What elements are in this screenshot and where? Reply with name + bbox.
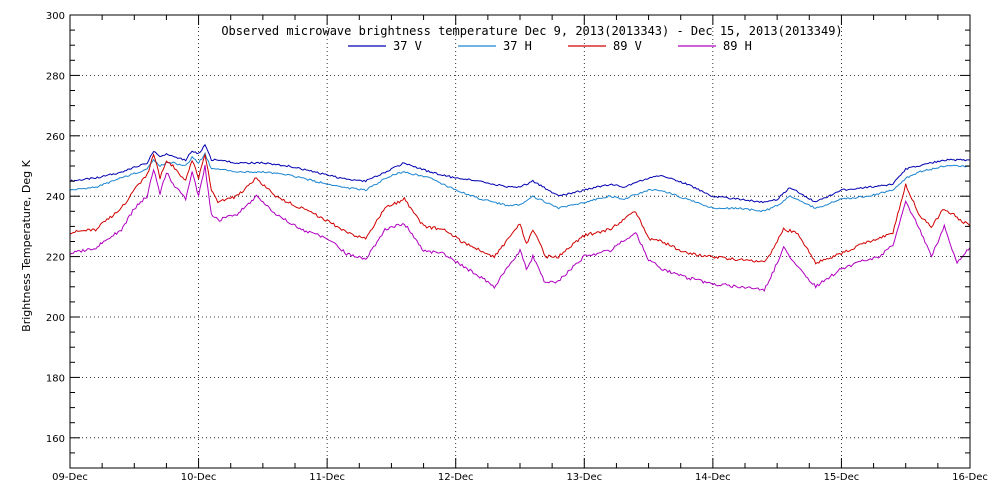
series-lines	[69, 143, 971, 293]
legend-label: 37 H	[503, 39, 532, 53]
x-tick-label: 16-Dec	[952, 472, 988, 483]
x-tick-label: 10-Dec	[181, 472, 217, 483]
x-tick-label: 14-Dec	[695, 472, 731, 483]
x-tick-label: 15-Dec	[824, 472, 860, 483]
axis-ticks	[69, 14, 971, 469]
legend-label: 89 H	[723, 39, 752, 53]
legend: 37 V 37 H 89 V 89 H	[348, 39, 752, 53]
grid-lines	[70, 15, 970, 468]
x-tick-label: 11-Dec	[309, 472, 345, 483]
y-tick-labels: 160 180 200 220 240 260 280 300	[46, 11, 65, 445]
series-line-89-h	[69, 164, 971, 293]
y-tick-label: 200	[46, 313, 65, 324]
chart-title: Observed microwave brightness temperatur…	[221, 24, 842, 38]
y-tick-label: 240	[46, 192, 65, 203]
y-tick-label: 260	[46, 132, 65, 143]
plot-frame	[69, 14, 971, 469]
y-tick-label: 180	[46, 373, 65, 384]
y-axis-label: Brightness Temperature, Deg K	[20, 159, 33, 331]
legend-label: 89 V	[613, 39, 642, 53]
series-line-89-v	[69, 152, 971, 265]
series-line-37-v	[69, 143, 971, 204]
x-tick-label: 12-Dec	[438, 472, 474, 483]
x-tick-label: 09-Dec	[52, 472, 88, 483]
x-tick-labels: 09-Dec 10-Dec 11-Dec 12-Dec 13-Dec 14-Dec 15-D…	[52, 472, 988, 483]
y-tick-label: 300	[46, 11, 65, 22]
y-tick-label: 280	[46, 71, 65, 82]
y-tick-label: 160	[46, 434, 65, 445]
y-tick-label: 220	[46, 253, 65, 264]
series-line-37-h	[69, 151, 971, 213]
x-tick-label: 13-Dec	[566, 472, 602, 483]
legend-label: 37 V	[393, 39, 422, 53]
